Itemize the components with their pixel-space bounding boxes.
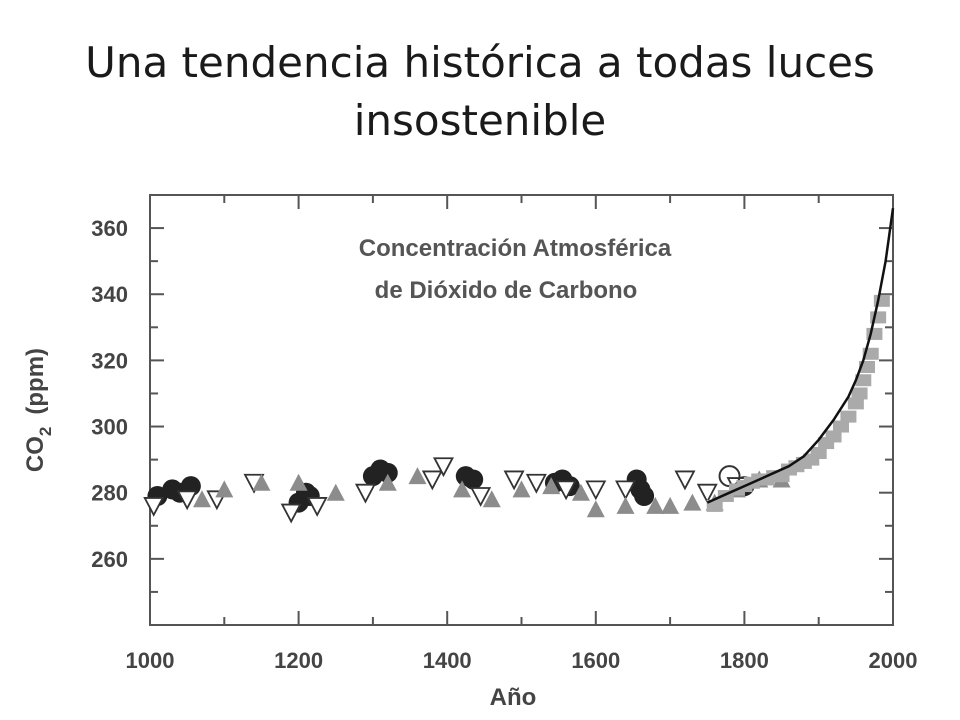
y-axis-label: CO2 (ppm): [22, 348, 55, 472]
x-axis: 1000 1200 1400 1600 1800 2000: [126, 195, 918, 673]
data-point-modern-record: [855, 374, 872, 387]
data-point-open-triangle: [585, 480, 607, 501]
x-tick-label: 1200: [274, 648, 323, 673]
data-point-gray-triangle: [542, 477, 561, 495]
data-point-open-triangle: [615, 480, 637, 501]
slide-title-line-2: insostenible: [353, 96, 607, 145]
data-point-open-triangle: [306, 497, 328, 517]
y-tick-label: 360: [91, 216, 128, 241]
data-point-open-triangle: [421, 470, 443, 491]
data-point-modern-record: [847, 397, 864, 410]
data-point-gray-triangle: [683, 493, 702, 511]
data-point-gray-triangle: [512, 480, 531, 498]
x-tick-label: 1600: [571, 648, 620, 673]
data-point-gray-triangle: [215, 480, 234, 498]
x-tick-label: 1400: [423, 648, 472, 673]
y-tick-label: 320: [91, 348, 128, 373]
data-point-modern-record: [851, 387, 868, 400]
x-axis-label: Año: [490, 684, 537, 711]
data-point-modern-record: [706, 499, 723, 512]
data-point-gray-triangle: [586, 500, 605, 518]
data-point-gray-triangle: [408, 467, 427, 485]
data-point-gray-triangle: [326, 483, 345, 501]
data-point-modern-record: [810, 447, 827, 459]
x-tick-label: 1000: [126, 648, 175, 673]
data-point-gray-triangle: [378, 473, 397, 491]
y-tick-label: 300: [91, 415, 128, 440]
data-point-open-triangle: [674, 470, 696, 491]
data-point-open-triangle: [696, 483, 718, 504]
data-point-open-triangle: [470, 487, 492, 507]
y-axis-label-co: CO: [22, 436, 49, 472]
data-point-gray-triangle: [571, 483, 590, 501]
y-tick-label: 340: [91, 282, 128, 307]
data-point-filled-circle: [377, 462, 398, 483]
slide-title: Una tendencia histórica a todas luces in…: [40, 34, 920, 150]
chart-title-line-1: Concentración Atmosférica: [359, 235, 672, 262]
data-point-gray-triangle: [193, 490, 212, 508]
y-axis-label-unit: (ppm): [22, 348, 49, 415]
co2-trend-line: [706, 208, 895, 504]
data-point-modern-record: [825, 430, 842, 443]
data-point-open-triangle: [280, 503, 302, 524]
data-point-open-triangle: [503, 470, 525, 491]
x-tick-label: 2000: [869, 648, 918, 673]
data-point-filled-circle: [634, 486, 655, 506]
chart-title-line-2: de Dióxido de Carbono: [375, 277, 638, 304]
y-tick-label: 260: [91, 547, 128, 572]
data-point-gray-triangle: [616, 496, 635, 514]
data-point-gray-triangle: [646, 496, 665, 514]
data-point-gray-triangle: [661, 496, 680, 514]
data-point-gray-triangle: [453, 480, 472, 498]
y-axis: 260 280 300 320 340 360: [91, 216, 893, 593]
data-point-open-triangle: [143, 497, 165, 517]
data-point-open-triangle: [176, 490, 198, 511]
data-point-gray-triangle: [482, 490, 501, 508]
data-point-open-triangle: [525, 473, 547, 494]
x-tick-label: 1800: [720, 648, 769, 673]
data-point-modern-record: [832, 420, 849, 433]
data-marks: [143, 208, 895, 524]
y-axis-label-subscript: 2: [36, 427, 55, 436]
data-point-open-triangle: [432, 457, 454, 478]
data-point-filled-circle: [463, 469, 484, 490]
data-point-modern-record: [840, 410, 857, 423]
data-point-gray-triangle: [289, 473, 308, 491]
slide-title-line-1: Una tendencia histórica a todas luces: [85, 38, 875, 87]
y-tick-label: 280: [91, 481, 128, 506]
data-point-open-triangle: [555, 480, 577, 501]
data-point-open-triangle: [354, 483, 376, 504]
data-point-gray-triangle: [252, 473, 271, 491]
